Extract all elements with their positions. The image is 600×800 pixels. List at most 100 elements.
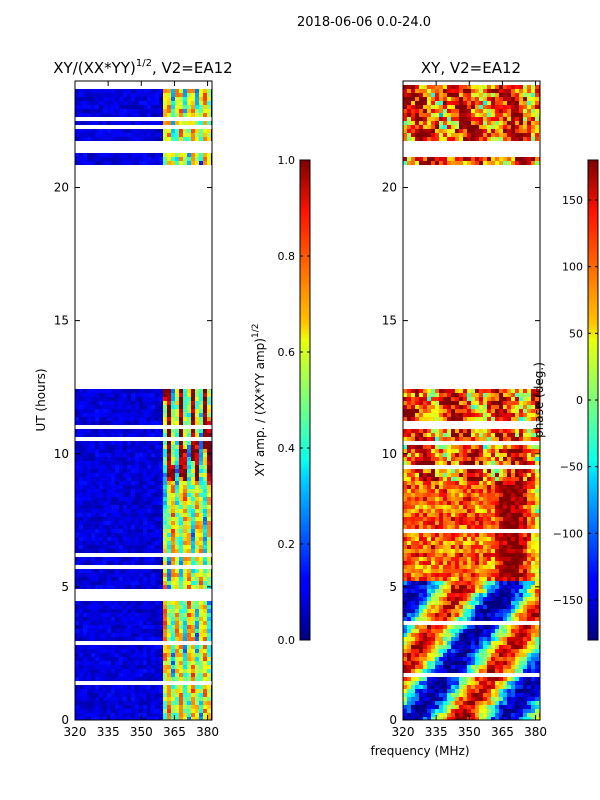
heatmap-cell <box>455 533 459 537</box>
heatmap-cell <box>203 469 207 473</box>
heatmap-cell <box>179 153 183 157</box>
heatmap-cell <box>495 133 499 137</box>
heatmap-cell <box>143 161 147 165</box>
heatmap-cell <box>491 105 495 109</box>
heatmap-cell <box>123 493 127 497</box>
heatmap-cell <box>107 697 111 701</box>
heatmap-cell <box>187 629 191 633</box>
heatmap-cell <box>491 545 495 549</box>
heatmap-cell <box>203 561 207 565</box>
heatmap-cell <box>127 401 131 405</box>
heatmap-cell <box>199 109 203 113</box>
heatmap-cell <box>207 713 211 717</box>
heatmap-cell <box>411 521 415 525</box>
heatmap-cell <box>479 157 483 161</box>
heatmap-cell <box>83 545 87 549</box>
heatmap-cell <box>187 457 191 461</box>
heatmap-cell <box>487 401 491 405</box>
heatmap-cell <box>167 549 171 553</box>
heatmap-cell <box>191 161 195 165</box>
heatmap-cell <box>159 89 163 93</box>
heatmap-cell <box>83 433 87 437</box>
heatmap-cell <box>99 701 103 705</box>
heatmap-cell <box>159 649 163 653</box>
heatmap-cell <box>95 477 99 481</box>
heatmap-cell <box>111 717 115 720</box>
heatmap-cell <box>179 389 183 393</box>
heatmap-cell <box>495 437 499 441</box>
heatmap-cell <box>487 497 491 501</box>
heatmap-cell <box>507 133 511 137</box>
heatmap-cell <box>423 85 427 89</box>
heatmap-cell <box>495 393 499 397</box>
heatmap-cell <box>491 497 495 501</box>
heatmap-cell <box>419 469 423 473</box>
heatmap-cell <box>407 93 411 97</box>
heatmap-cell <box>115 481 119 485</box>
heatmap-cell <box>143 649 147 653</box>
heatmap-cell <box>407 389 411 393</box>
heatmap-cell <box>531 157 535 161</box>
heatmap-cell <box>83 601 87 605</box>
heatmap-cell <box>203 417 207 421</box>
heatmap-cell <box>195 569 199 573</box>
heatmap-cell <box>111 697 115 701</box>
heatmap-cell <box>127 545 131 549</box>
heatmap-cell <box>403 393 407 397</box>
heatmap-cell <box>99 717 103 720</box>
heatmap-cell <box>187 105 191 109</box>
heatmap-cell <box>503 501 507 505</box>
heatmap-cell <box>111 513 115 517</box>
heatmap-cell <box>479 517 483 521</box>
heatmap-cell <box>163 521 167 525</box>
heatmap-cell <box>447 97 451 101</box>
heatmap-cell <box>439 541 443 545</box>
heatmap-cell <box>475 433 479 437</box>
heatmap-cell <box>115 473 119 477</box>
heatmap-cell <box>79 129 83 133</box>
heatmap-cell <box>171 577 175 581</box>
heatmap-cell <box>495 509 499 513</box>
heatmap-cell <box>143 113 147 117</box>
heatmap-cell <box>467 397 471 401</box>
heatmap-cell <box>195 433 199 437</box>
heatmap-cell <box>107 613 111 617</box>
heatmap-cell <box>203 617 207 621</box>
heatmap-cell <box>439 133 443 137</box>
heatmap-cell <box>143 453 147 457</box>
heatmap-cell <box>107 533 111 537</box>
heatmap-cell <box>403 469 407 473</box>
heatmap-cell <box>83 673 87 677</box>
heatmap-cell <box>411 517 415 521</box>
heatmap-cell <box>207 669 211 673</box>
heatmap-cell <box>155 685 159 689</box>
heatmap-cell <box>135 465 139 469</box>
heatmap-cell <box>455 121 459 125</box>
heatmap-cell <box>187 401 191 405</box>
heatmap-cell <box>159 677 163 681</box>
heatmap-cell <box>159 569 163 573</box>
heatmap-cell <box>131 465 135 469</box>
heatmap-cell <box>91 673 95 677</box>
heatmap-cell <box>183 537 187 541</box>
heatmap-cell <box>95 653 99 657</box>
heatmap-cell <box>83 93 87 97</box>
heatmap-cell <box>483 397 487 401</box>
heatmap-cell <box>187 509 191 513</box>
heatmap-cell <box>183 389 187 393</box>
heatmap-cell <box>115 621 119 625</box>
heatmap-cell <box>511 393 515 397</box>
heatmap-cell <box>435 101 439 105</box>
heatmap-cell <box>519 101 523 105</box>
heatmap-cell <box>415 473 419 477</box>
heatmap-cell <box>407 481 411 485</box>
heatmap-cell <box>135 709 139 713</box>
heatmap-cell <box>511 121 515 125</box>
heatmap-cell <box>515 433 519 437</box>
heatmap-cell <box>495 409 499 413</box>
heatmap-cell <box>155 129 159 133</box>
heatmap-cell <box>439 505 443 509</box>
heatmap-cell <box>139 137 143 141</box>
heatmap-cell <box>99 661 103 665</box>
heatmap-cell <box>403 93 407 97</box>
